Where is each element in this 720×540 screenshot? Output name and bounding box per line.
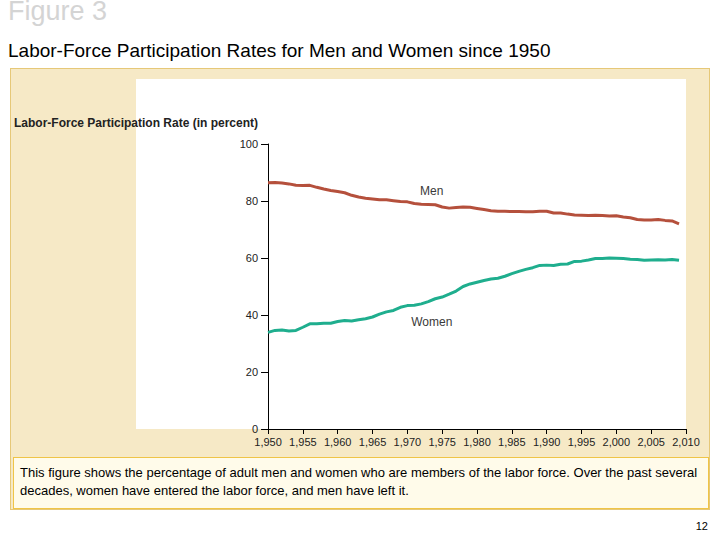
svg-text:1,970: 1,970 [394, 436, 422, 448]
html-text:12: 12 [695, 520, 708, 532]
svg-text:1,980: 1,980 [463, 436, 491, 448]
svg-text:Women: Women [411, 315, 452, 329]
svg-text:1,975: 1,975 [428, 436, 456, 448]
svg-text:1,965: 1,965 [359, 436, 387, 448]
svg-text:80: 80 [246, 195, 258, 207]
svg-text:20: 20 [246, 366, 258, 378]
svg-text:1,990: 1,990 [533, 436, 561, 448]
svg-text:60: 60 [246, 252, 258, 264]
svg-text:1,950: 1,950 [254, 436, 282, 448]
html-text:This figure shows the percenta: This figure shows the percentage of adul… [20, 465, 698, 498]
svg-text:Men: Men [420, 184, 443, 198]
svg-text:2,010: 2,010 [672, 436, 700, 448]
svg-text:1,995: 1,995 [568, 436, 596, 448]
svg-text:2,005: 2,005 [637, 436, 665, 448]
svg-text:1,955: 1,955 [289, 436, 317, 448]
svg-text:1,960: 1,960 [324, 436, 352, 448]
html-text:Labor-Force Participation Rate: Labor-Force Participation Rates for Men … [8, 40, 551, 61]
svg-text:40: 40 [246, 309, 258, 321]
svg-text:1,985: 1,985 [498, 436, 526, 448]
svg-text:2,000: 2,000 [603, 436, 631, 448]
svg-text:100: 100 [240, 138, 258, 150]
svg-text:Labor-Force Participation Rate: Labor-Force Participation Rate (in perce… [14, 116, 258, 130]
svg-text:0: 0 [252, 423, 258, 435]
